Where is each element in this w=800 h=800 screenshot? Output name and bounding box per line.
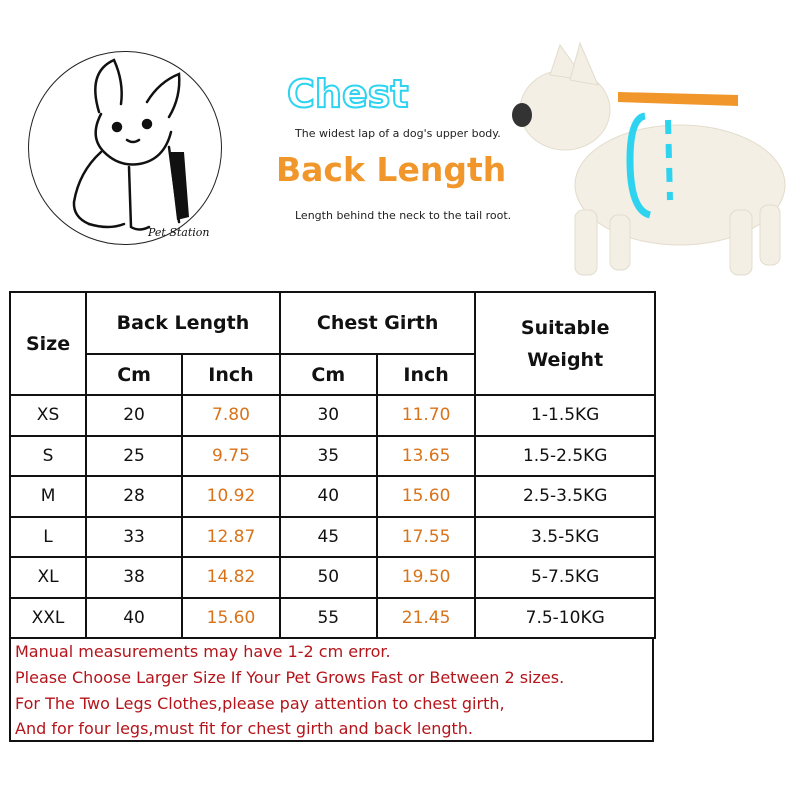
cell-chest-cm: 45 [278, 515, 378, 558]
cell-back-cm: 20 [85, 394, 184, 437]
table-row: L 33 12.87 45 17.55 3.5-5KG [8, 515, 656, 558]
cell-back-cm: 38 [85, 556, 184, 599]
cell-back-in: 12.87 [181, 515, 281, 558]
logo-text: Pet Station [148, 226, 210, 239]
cell-back-in: 7.80 [181, 394, 281, 437]
header-inch: Inch [375, 353, 477, 396]
header-weight: Suitable Weight [474, 291, 656, 396]
cell-weight: 3.5-5KG [474, 515, 656, 558]
cell-chest-cm: 30 [278, 394, 378, 437]
cell-size: XS [8, 394, 88, 437]
note: And for four legs,must fit for chest gir… [15, 719, 473, 738]
table-row: M 28 10.92 40 15.60 2.5-3.5KG [8, 475, 656, 518]
cell-size: L [8, 515, 88, 558]
chest-description: The widest lap of a dog's upper body. [295, 127, 501, 140]
cell-weight: 7.5-10KG [474, 596, 656, 639]
cell-chest-in: 19.50 [375, 556, 477, 599]
cell-chest-cm: 35 [278, 434, 378, 477]
note: Manual measurements may have 1-2 cm erro… [15, 642, 391, 661]
chest-marker [626, 112, 652, 219]
cell-chest-in: 13.65 [375, 434, 477, 477]
cell-chest-cm: 55 [278, 596, 378, 639]
cell-chest-in: 17.55 [375, 515, 477, 558]
cell-chest-in: 11.70 [375, 394, 477, 437]
cell-back-in: 10.92 [181, 475, 281, 518]
cell-size: M [8, 475, 88, 518]
back-length-description: Length behind the neck to the tail root. [295, 209, 512, 222]
note: Please Choose Larger Size If Your Pet Gr… [15, 668, 565, 687]
cell-size: S [8, 434, 88, 477]
header-size: Size [8, 291, 88, 396]
bulldog-sketch-icon [72, 58, 189, 231]
back-length-marker [618, 92, 738, 106]
header-cm: Cm [278, 353, 378, 396]
cell-size: XXL [8, 596, 88, 639]
dog-photo [512, 41, 786, 276]
cell-back-in: 15.60 [181, 596, 281, 639]
cell-back-cm: 40 [85, 596, 184, 639]
cell-back-cm: 25 [85, 434, 184, 477]
cell-back-cm: 33 [85, 515, 184, 558]
cell-weight: 2.5-3.5KG [474, 475, 656, 518]
header-cm: Cm [85, 353, 184, 396]
pet-station-logo [28, 51, 222, 245]
cell-chest-cm: 50 [278, 556, 378, 599]
table-row: XXL 40 15.60 55 21.45 7.5-10KG [8, 596, 656, 639]
header-chest-girth: Chest Girth [278, 291, 477, 355]
cell-weight: 1-1.5KG [474, 394, 656, 437]
size-table: Size Back Length Chest Girth Suitable We… [8, 291, 656, 639]
cell-back-cm: 28 [85, 475, 184, 518]
cell-chest-in: 15.60 [375, 475, 477, 518]
chest-title: Chest [286, 71, 409, 117]
note: For The Two Legs Clothes,please pay atte… [15, 694, 505, 713]
notes-box: Manual measurements may have 1-2 cm erro… [9, 639, 654, 742]
cell-size: XL [8, 556, 88, 599]
cell-chest-cm: 40 [278, 475, 378, 518]
header-inch: Inch [181, 353, 281, 396]
cell-back-in: 9.75 [181, 434, 281, 477]
back-length-title: Back Length [276, 150, 507, 189]
cell-chest-in: 21.45 [375, 596, 477, 639]
header-back-length: Back Length [85, 291, 281, 355]
cell-weight: 1.5-2.5KG [474, 434, 656, 477]
table-row: S 25 9.75 35 13.65 1.5-2.5KG [8, 434, 656, 477]
table-row: XS 20 7.80 30 11.70 1-1.5KG [8, 394, 656, 437]
cell-weight: 5-7.5KG [474, 556, 656, 599]
table-row: XL 38 14.82 50 19.50 5-7.5KG [8, 556, 656, 599]
cell-back-in: 14.82 [181, 556, 281, 599]
